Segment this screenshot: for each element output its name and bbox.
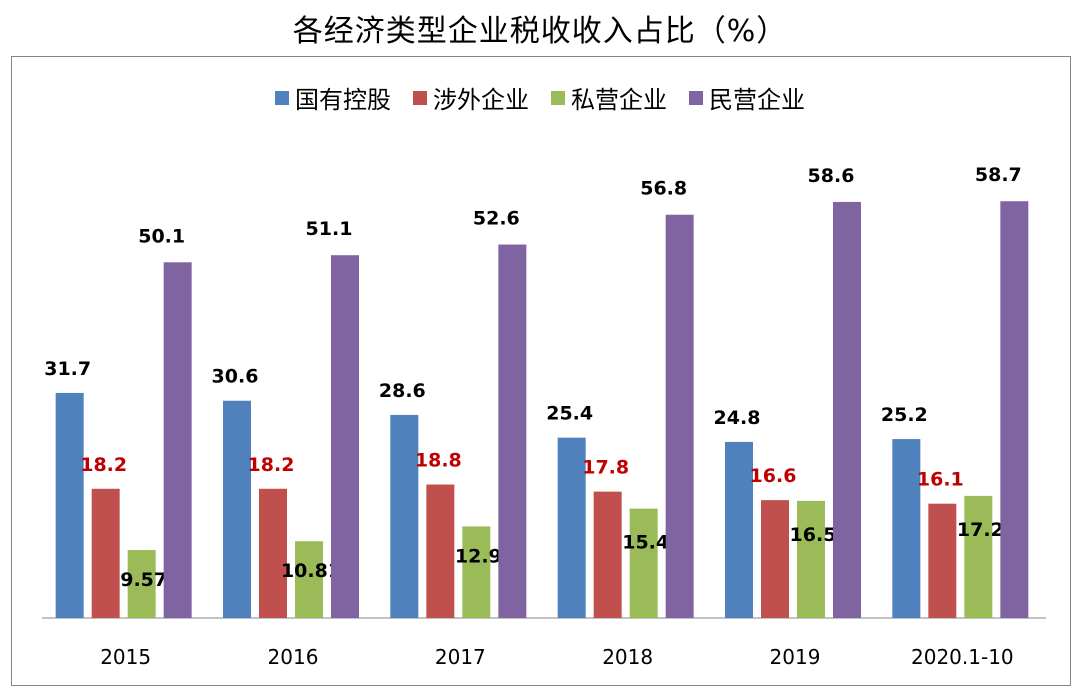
x-tick-label-2015: 2015 — [100, 645, 151, 669]
data-label-private-2018: 15.4 — [622, 532, 669, 554]
x-tick-label-2018: 2018 — [602, 645, 653, 669]
bar-foreign-2016 — [259, 488, 287, 618]
data-label-private-2020.1-10: 17.2 — [957, 519, 1004, 541]
data-label-private-2017: 12.9 — [455, 545, 502, 567]
x-tick-label-2017: 2017 — [435, 645, 486, 669]
bar-non-state-2019 — [833, 201, 861, 618]
data-label-state-holding-2016: 30.6 — [212, 366, 259, 388]
legend-item-state-holding: 国有控股 — [275, 80, 391, 115]
bar-non-state-2017 — [498, 244, 527, 619]
chart-title: 各经济类型企业税收收入占比（%） — [292, 14, 788, 49]
legend-label-non-state: 民营企业 — [709, 86, 805, 114]
data-label-foreign-2016: 18.2 — [248, 454, 295, 476]
legend-item-foreign: 涉外企业 — [413, 80, 529, 115]
data-label-non-state-2017: 52.6 — [473, 208, 520, 230]
data-label-foreign-2018: 17.8 — [582, 457, 629, 479]
bar-private-2018 — [629, 508, 658, 618]
data-label-foreign-2017: 18.8 — [415, 450, 462, 472]
legend: 国有控股 涉外企业 私营企业 民营企业 — [0, 80, 1080, 115]
data-label-private-2015: 9.57 — [120, 569, 167, 591]
x-tick-label-2020.1-10: 2020.1-10 — [911, 645, 1014, 669]
bar-private-2016 — [295, 541, 323, 618]
bar-foreign-2017 — [426, 484, 455, 618]
data-label-foreign-2019: 16.6 — [750, 465, 797, 487]
bar-state-holding-2017 — [390, 414, 419, 618]
x-tick-label-2016: 2016 — [268, 645, 319, 669]
data-label-state-holding-2017: 28.6 — [379, 380, 426, 402]
data-label-state-holding-2019: 24.8 — [714, 407, 761, 429]
legend-swatch-non-state — [689, 90, 703, 105]
chart-frame — [11, 56, 1071, 686]
bar-state-holding-2016 — [223, 400, 251, 618]
bar-private-2017 — [462, 526, 491, 618]
bar-state-holding-2019 — [725, 441, 753, 618]
legend-label-state-holding: 国有控股 — [295, 86, 391, 114]
bar-non-state-2018 — [665, 214, 694, 618]
data-label-state-holding-2020.1-10: 25.2 — [881, 404, 928, 426]
bar-private-2020.1-10 — [964, 495, 993, 618]
legend-label-foreign: 涉外企业 — [433, 86, 529, 114]
bar-private-2015 — [127, 550, 156, 618]
bar-foreign-2015 — [91, 488, 120, 618]
bar-non-state-2020.1-10 — [1000, 201, 1029, 619]
data-label-foreign-2015: 18.2 — [80, 454, 127, 476]
data-label-non-state-2020.1-10: 58.7 — [975, 164, 1022, 186]
data-label-state-holding-2018: 25.4 — [546, 403, 593, 425]
legend-swatch-foreign — [413, 90, 427, 105]
legend-label-private: 私营企业 — [571, 86, 667, 114]
bar-foreign-2019 — [761, 500, 789, 618]
data-label-non-state-2018: 56.8 — [640, 178, 687, 200]
bar-private-2019 — [797, 500, 825, 618]
data-label-non-state-2019: 58.6 — [808, 165, 855, 187]
bar-state-holding-2020.1-10 — [892, 439, 921, 618]
bar-state-holding-2015 — [55, 392, 84, 618]
data-label-non-state-2015: 50.1 — [138, 225, 185, 247]
bar-non-state-2015 — [163, 262, 192, 618]
legend-swatch-private — [551, 90, 565, 105]
data-label-non-state-2016: 51.1 — [306, 218, 353, 240]
bar-foreign-2020.1-10 — [928, 503, 957, 618]
legend-swatch-state-holding — [275, 90, 289, 105]
data-label-private-2016: 10.81 — [281, 560, 341, 582]
data-label-private-2019: 16.5 — [790, 524, 837, 546]
bar-non-state-2016 — [331, 255, 359, 618]
data-label-foreign-2020.1-10: 16.1 — [917, 469, 964, 491]
legend-item-non-state: 民营企业 — [689, 80, 805, 115]
legend-item-private: 私营企业 — [551, 80, 667, 115]
bar-state-holding-2018 — [557, 437, 586, 618]
bar-foreign-2018 — [593, 491, 622, 618]
data-label-state-holding-2015: 31.7 — [44, 358, 91, 380]
x-tick-label-2019: 2019 — [770, 645, 821, 669]
